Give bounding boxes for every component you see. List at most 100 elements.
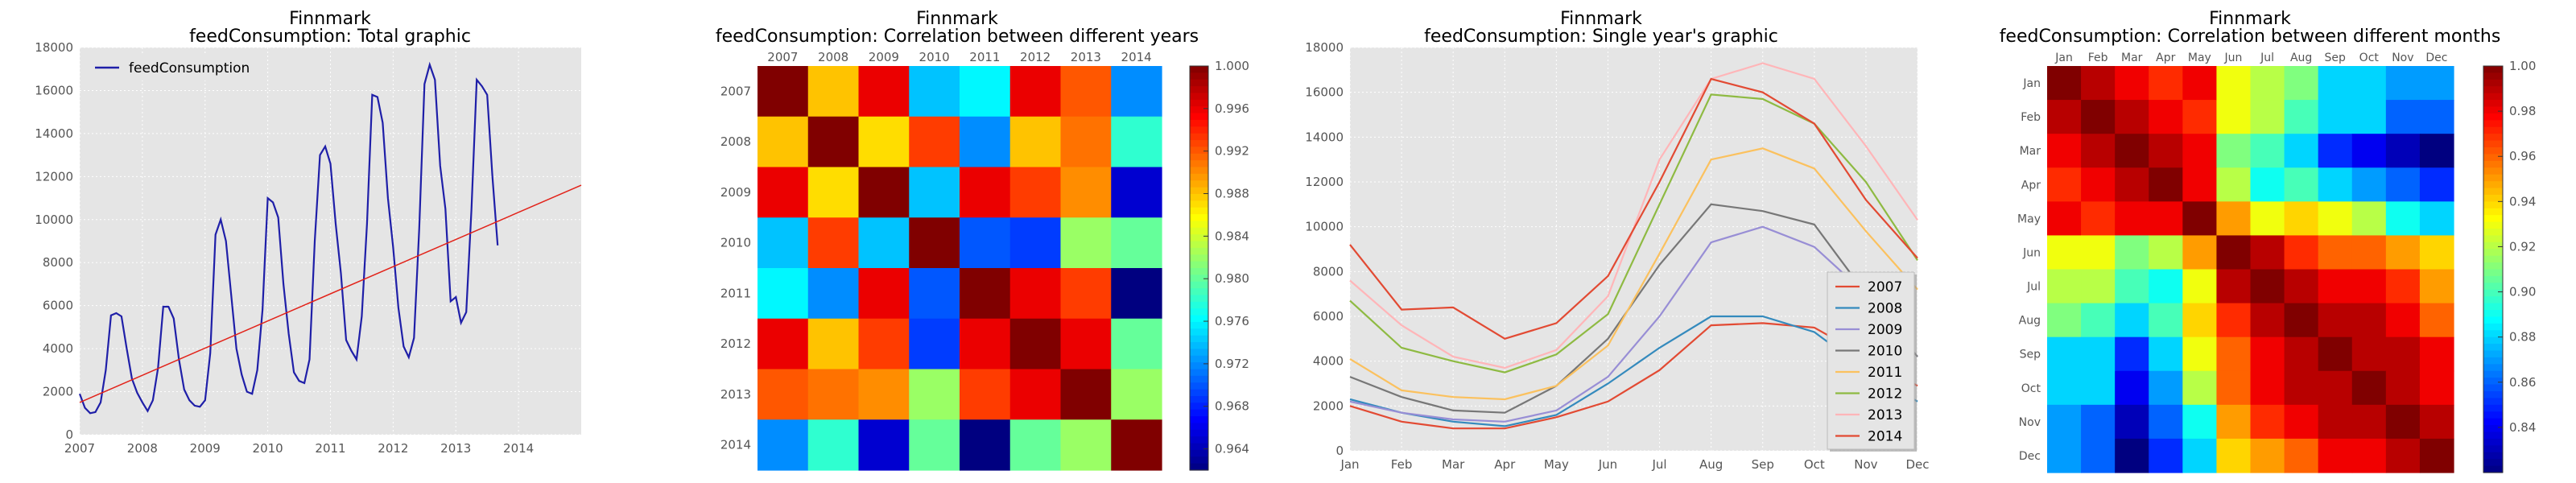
heatmap-cell: [807, 268, 860, 320]
x-tick-label: Jul: [2260, 52, 2274, 64]
heatmap-cell: [2351, 336, 2387, 372]
chart-title: Finnmark: [916, 9, 998, 29]
heatmap-cell: [758, 268, 809, 320]
heatmap-cell: [2419, 167, 2454, 202]
legend-box: [1827, 271, 1915, 450]
heatmap-cell: [2284, 134, 2319, 168]
legend-label: feedConsumption: [129, 60, 250, 76]
heatmap-cell: [2047, 370, 2082, 406]
colorbar-segment: [1190, 443, 1208, 451]
heatmap-cell: [2115, 404, 2149, 440]
grid: [1349, 47, 1918, 452]
x-tick-label: Jun: [2224, 52, 2243, 64]
heatmap-cell: [960, 369, 1011, 420]
y-tick-label: Nov: [2019, 416, 2041, 429]
y-tick-label: Sep: [2020, 349, 2041, 361]
colorbar-segment: [2483, 140, 2503, 148]
x-tick-label: Jan: [2054, 52, 2073, 64]
x-tick-label: 2010: [919, 50, 950, 64]
colorbar-segment: [2483, 229, 2503, 237]
heatmap-cell: [1060, 369, 1112, 420]
axis-ticks: 2007 2007 2008 2008 2009 2009 2010 2010 2011 2011…: [720, 50, 1152, 452]
heatmap-cell: [2385, 370, 2421, 406]
colorbar-segment: [1190, 436, 1208, 444]
y-tick-label: 6000: [43, 299, 73, 313]
colorbar-segment: [1190, 389, 1208, 397]
heatmap-cell: [2216, 235, 2252, 270]
y-tick-label: 16000: [35, 83, 73, 97]
heatmap-cell: [2318, 100, 2353, 134]
heatmap-cell: [2182, 303, 2218, 338]
colorbar-segment: [2483, 167, 2503, 175]
legend-label: 2014: [1868, 429, 1902, 445]
heatmap-cell: [2385, 303, 2421, 338]
heatmap-cell: [2081, 235, 2116, 270]
heatmap-cell: [909, 268, 960, 320]
colorbar-segment: [1190, 362, 1208, 370]
heatmap-cell: [2284, 370, 2319, 406]
heatmap-cell: [2149, 336, 2183, 372]
colorbar-segment: [1190, 254, 1208, 262]
heatmap-cell: [2081, 134, 2116, 168]
colorbar-segment: [2483, 330, 2503, 338]
heatmap-cell: [2216, 303, 2252, 338]
colorbar-segment: [1190, 416, 1208, 424]
colorbar-segment: [1190, 301, 1208, 309]
heatmap-cell: [2284, 438, 2319, 473]
heatmap-cell: [2351, 235, 2387, 270]
heatmap-cell: [2216, 134, 2252, 168]
colorbar-segment: [2483, 425, 2503, 433]
heatmap-cell: [2149, 235, 2183, 270]
colorbar-segment: [2483, 154, 2503, 162]
heatmap-cell: [2115, 336, 2149, 372]
chart-title: Finnmark: [2209, 9, 2291, 29]
colorbar-segment: [2483, 120, 2503, 128]
y-tick-label: Oct: [2021, 382, 2041, 395]
colorbar-segment: [1190, 369, 1208, 377]
colorbar-tick-label: 0.98: [2509, 104, 2536, 118]
legend: 2007 2008 2009 2010 2011 2012 2013 2014: [1827, 271, 1917, 452]
single-year-chart: Finnmark feedConsumption: Single year's …: [1305, 9, 1929, 472]
colorbar-segment: [2483, 275, 2503, 283]
colorbar-segment: [1190, 402, 1208, 411]
x-tick-label: May: [2188, 52, 2211, 64]
colorbar-segment: [1190, 295, 1208, 303]
heatmap-cell: [2250, 66, 2285, 101]
heatmap-cell: [2284, 167, 2319, 202]
colorbar-segment: [1190, 328, 1208, 336]
heatmap-cell: [2081, 66, 2116, 101]
heatmap-cell: [2250, 438, 2285, 473]
heatmap-cell: [2318, 201, 2353, 237]
colorbar-segment: [1190, 227, 1208, 235]
colorbar-segment: [1190, 119, 1208, 127]
colorbar-segment: [2483, 316, 2503, 324]
colorbar-segment: [1190, 200, 1208, 208]
heatmap-cell: [1111, 369, 1162, 420]
heatmap-cell: [2216, 201, 2252, 237]
x-tick-label: Apr: [2156, 52, 2175, 64]
heatmap-cell: [960, 116, 1011, 168]
heatmap-cell: [2284, 404, 2319, 440]
chart-title: Finnmark: [1560, 9, 1642, 29]
heatmap-cell: [2351, 100, 2387, 134]
x-tick-label: 2011: [969, 50, 1000, 64]
heatmap-cell: [2385, 404, 2421, 440]
colorbar-segment: [1190, 268, 1208, 275]
heatmap-cell: [2419, 438, 2454, 473]
heatmap-cell: [2250, 303, 2285, 338]
heatmap-cell: [2250, 404, 2285, 440]
x-tick-label: 2009: [869, 50, 899, 64]
chart-subtitle: feedConsumption: Single year's graphic: [1424, 27, 1778, 47]
legend-label: 2010: [1868, 344, 1902, 360]
colorbar-segment: [1190, 153, 1208, 161]
colorbar-segment: [2483, 208, 2503, 216]
x-tick-label: 2011: [315, 441, 345, 456]
heatmap-cell: [2351, 370, 2387, 406]
heatmap-cell: [1111, 217, 1162, 269]
x-tick-label: Feb: [1391, 457, 1413, 472]
heatmap-cell: [2385, 134, 2421, 168]
legend-label: 2009: [1868, 322, 1902, 338]
y-tick-label: 4000: [1313, 354, 1344, 369]
legend-label: 2013: [1868, 407, 1902, 423]
heatmap-cell: [909, 116, 960, 168]
